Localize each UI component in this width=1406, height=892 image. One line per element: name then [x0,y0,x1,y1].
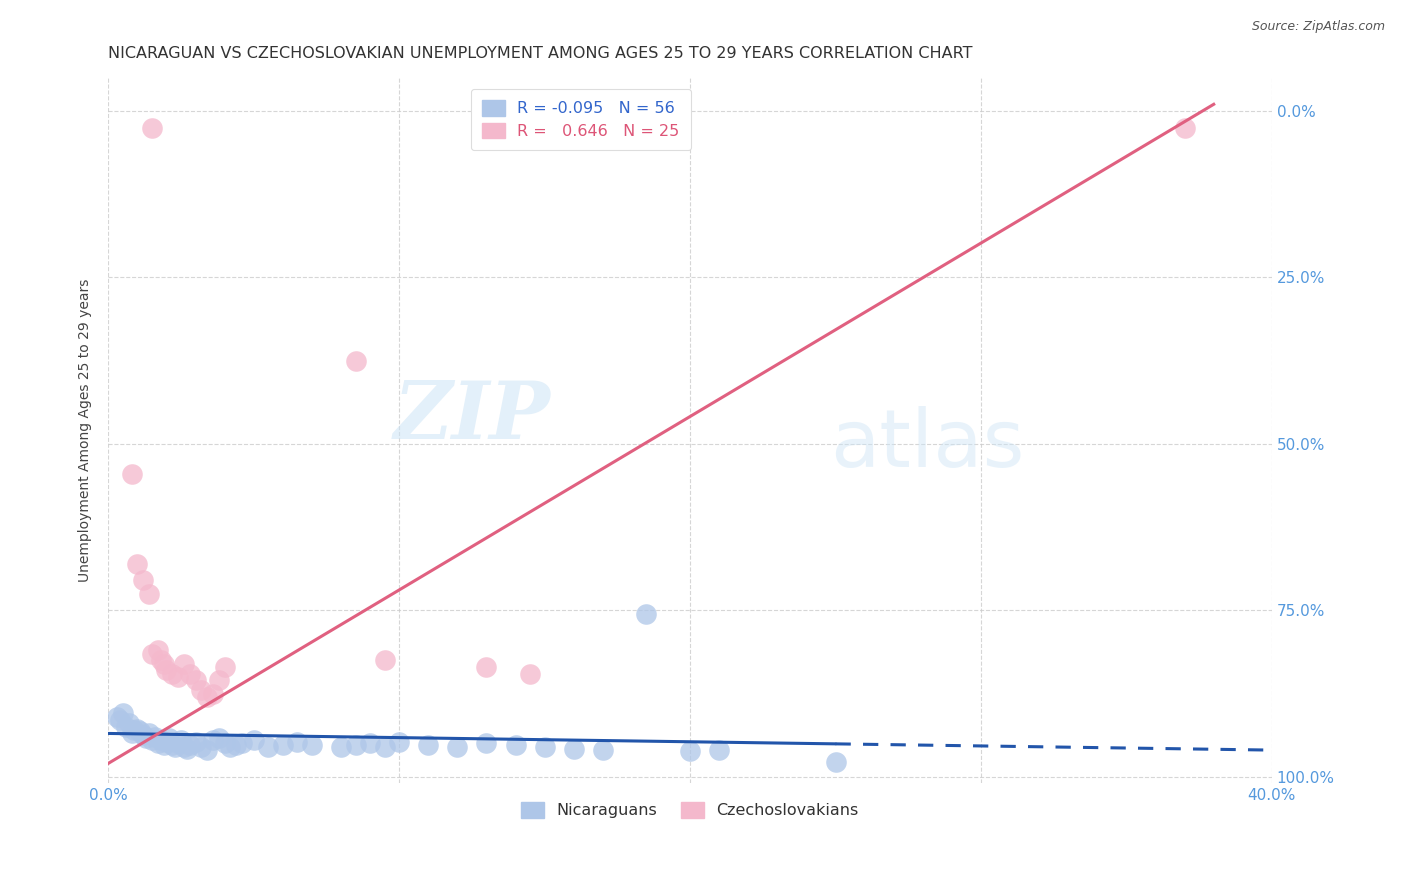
Point [184,673,207,688]
Point [195,743,218,757]
Point [330,739,353,754]
Text: ZIP: ZIP [394,377,550,455]
Point [214,660,236,674]
Point [592,743,614,757]
Point [143,730,166,744]
Point [132,574,155,588]
Point [707,743,730,757]
Point [124,723,146,738]
Point [475,736,498,750]
Point [146,736,169,750]
Point [242,733,264,747]
Point [170,733,193,747]
Point [176,741,198,756]
Point [208,731,231,745]
Point [167,736,190,750]
Point [141,733,163,747]
Point [201,733,224,747]
Point [257,739,280,754]
Point [152,738,174,752]
Point [184,735,207,749]
Point [271,738,294,752]
Point [155,735,177,749]
Point [121,467,143,481]
Point [138,726,160,740]
Point [201,686,224,700]
Point [519,666,541,681]
Point [359,736,381,750]
Text: atlas: atlas [830,406,1024,483]
Point [374,653,396,667]
Point [141,647,163,661]
Point [146,643,169,657]
Point [344,738,367,752]
Point [157,731,180,745]
Point [111,706,134,721]
Point [167,670,190,684]
Point [138,587,160,601]
Point [162,738,184,752]
Point [108,713,131,727]
Point [117,716,139,731]
Point [301,738,323,752]
Point [388,735,411,749]
Point [121,726,143,740]
Point [179,738,201,752]
Point [129,724,152,739]
Point [1174,120,1197,135]
Point [135,731,157,745]
Point [219,739,242,754]
Point [190,683,212,698]
Point [374,739,396,754]
Point [533,739,555,754]
Point [141,120,163,135]
Y-axis label: Unemployment Among Ages 25 to 29 years: Unemployment Among Ages 25 to 29 years [79,279,93,582]
Point [165,739,187,754]
Point [418,738,440,752]
Point [208,673,231,688]
Point [132,728,155,742]
Point [152,657,174,671]
Point [195,690,218,704]
Point [162,666,184,681]
Point [173,657,195,671]
Legend: Nicaraguans, Czechoslovakians: Nicaraguans, Czechoslovakians [515,796,865,825]
Point [114,720,136,734]
Point [344,353,367,368]
Point [127,722,149,736]
Point [173,739,195,754]
Point [179,666,201,681]
Point [225,738,247,752]
Point [127,557,149,571]
Point [190,739,212,754]
Point [505,738,527,752]
Point [562,741,585,756]
Point [149,653,172,667]
Text: NICARAGUAN VS CZECHOSLOVAKIAN UNEMPLOYMENT AMONG AGES 25 TO 29 YEARS CORRELATION: NICARAGUAN VS CZECHOSLOVAKIAN UNEMPLOYME… [108,46,973,62]
Point [149,733,172,747]
Point [214,736,236,750]
Point [824,755,846,769]
Point [155,663,177,677]
Point [679,744,702,758]
Point [636,607,658,621]
Point [446,739,468,754]
Point [105,710,128,724]
Text: Source: ZipAtlas.com: Source: ZipAtlas.com [1251,20,1385,33]
Point [231,736,253,750]
Point [475,660,498,674]
Point [285,735,308,749]
